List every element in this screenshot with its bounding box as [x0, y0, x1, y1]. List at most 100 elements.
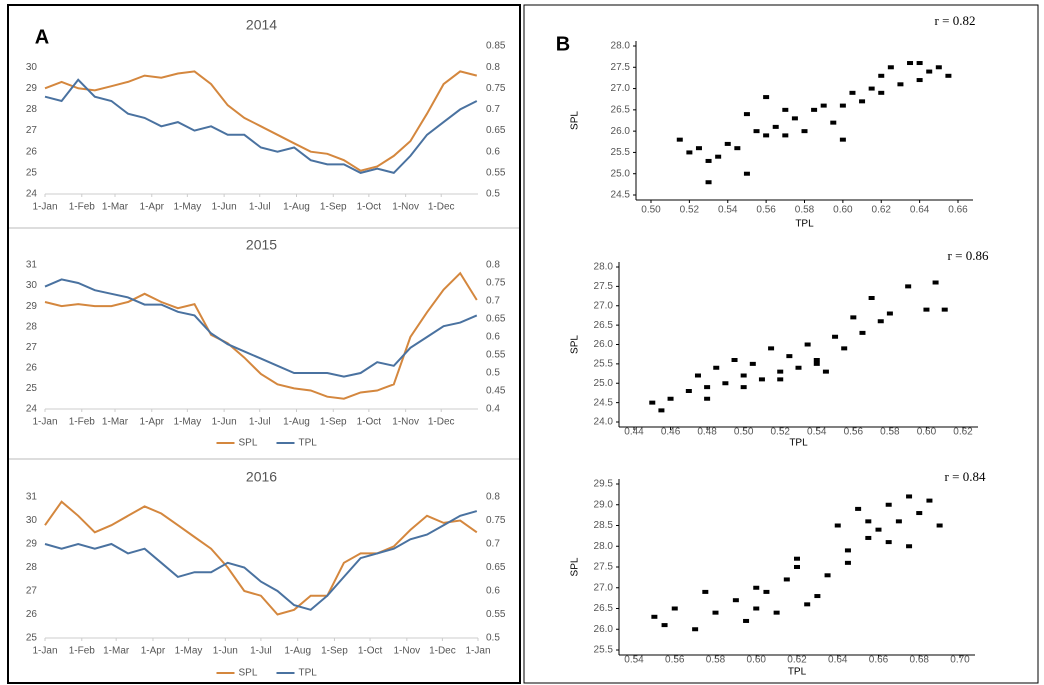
point	[782, 107, 789, 112]
x-tick-label: 1-May	[173, 202, 201, 213]
x-tick-label: 1-Jan	[32, 646, 57, 657]
y2-tick-label: 0.65	[486, 562, 506, 573]
y2-tick-label: 0.6	[486, 586, 500, 597]
point	[850, 315, 857, 320]
y-tick-label: 29	[26, 539, 38, 550]
x-tick-label: 0.60	[833, 205, 853, 216]
panel-b-frame	[523, 4, 1039, 684]
point	[945, 73, 952, 78]
y-tick-label: 24.5	[611, 190, 631, 201]
series-line	[44, 500, 478, 616]
point	[783, 577, 790, 582]
y-tick-label: 30	[26, 62, 38, 73]
point	[743, 618, 750, 623]
x-tick-label: 1-Oct	[357, 202, 382, 213]
x-tick-label: 1-Mar	[102, 202, 129, 213]
y-tick-label: 26.5	[611, 104, 631, 115]
y2-tick-label: 0.6	[486, 146, 500, 157]
panel-label: B	[556, 33, 570, 55]
x-tick-label: 1-Dec	[429, 646, 456, 657]
y-tick-label: 26.0	[611, 126, 631, 137]
chart-title: 2015	[246, 237, 277, 253]
point	[795, 365, 802, 370]
point	[777, 377, 784, 382]
point	[763, 589, 770, 594]
y2-tick-label: 0.8	[486, 260, 500, 271]
x-tick-label: 1-Jan	[32, 202, 57, 213]
y-tick-label: 26	[26, 362, 38, 373]
y-tick-label: 28	[26, 104, 38, 115]
y2-tick-label: 0.5	[486, 633, 500, 644]
y-tick-label: 25.5	[594, 645, 614, 656]
y-tick-label: 24	[26, 189, 38, 200]
point	[868, 296, 875, 300]
point	[692, 627, 699, 632]
point	[763, 133, 770, 138]
x-tick-label: 1-Feb	[69, 202, 96, 213]
y-tick-label: 27.5	[594, 281, 614, 292]
point	[801, 129, 808, 134]
series-line	[44, 278, 478, 378]
point	[749, 361, 756, 366]
y2-tick-label: 0.55	[486, 167, 506, 178]
y2-tick-label: 0.6	[486, 332, 500, 343]
y-tick-label: 27	[26, 342, 38, 353]
point	[830, 120, 837, 125]
x-tick-label: 1-May	[175, 646, 203, 657]
y2-tick-label: 0.7	[486, 104, 500, 115]
point	[695, 146, 702, 151]
legend-label: SPL	[239, 438, 258, 449]
point	[811, 107, 818, 112]
point	[734, 146, 741, 151]
y-tick-label: 31	[26, 260, 38, 271]
point	[712, 610, 719, 615]
y-tick-label: 28.0	[611, 41, 631, 52]
point	[813, 358, 820, 362]
point	[906, 494, 913, 499]
y-tick-label: 26.5	[594, 603, 614, 614]
point	[935, 65, 942, 70]
point	[832, 334, 839, 339]
x-tick-label: 1-May	[173, 417, 201, 428]
x-tick-label: 0.64	[828, 655, 848, 666]
point	[859, 99, 866, 104]
point	[897, 82, 904, 87]
y2-tick-label: 0.45	[486, 386, 506, 397]
x-tick-label: 1-Jun	[212, 202, 237, 213]
point	[941, 307, 948, 312]
point	[794, 556, 800, 561]
x-tick-label: 0.70	[950, 655, 970, 666]
x-tick-label: 1-Dec	[428, 202, 455, 213]
point	[813, 361, 820, 366]
point	[667, 396, 674, 401]
x-tick-label: 1-Jan	[32, 417, 57, 428]
x-tick-label: 0.62	[872, 205, 892, 216]
point	[763, 95, 770, 100]
legend-label: TPL	[299, 438, 318, 449]
x-tick-label: 1-Oct	[358, 646, 383, 657]
point	[791, 116, 798, 121]
x-tick-label: 1-Mar	[103, 646, 130, 657]
y-tick-label: 26.0	[594, 339, 614, 350]
series-line	[44, 271, 478, 400]
y-tick-label: 28	[26, 562, 38, 573]
point	[905, 284, 912, 289]
x-tick-label: 0.60	[747, 655, 767, 666]
point	[895, 519, 902, 524]
point	[868, 86, 875, 91]
point	[676, 137, 683, 142]
point	[875, 527, 882, 532]
y-tick-label: 30	[26, 280, 38, 291]
x-axis-label: TPL	[789, 438, 808, 449]
point	[865, 535, 872, 540]
y-axis-label: SPL	[570, 111, 581, 130]
series-line	[44, 78, 478, 175]
y2-tick-label: 0.85	[486, 41, 506, 52]
y2-tick-label: 0.75	[486, 278, 506, 289]
point	[906, 544, 913, 549]
y-tick-label: 24.0	[594, 417, 614, 428]
point	[740, 373, 747, 378]
point	[743, 112, 750, 117]
panel-label: A	[35, 26, 49, 48]
point	[686, 150, 693, 155]
